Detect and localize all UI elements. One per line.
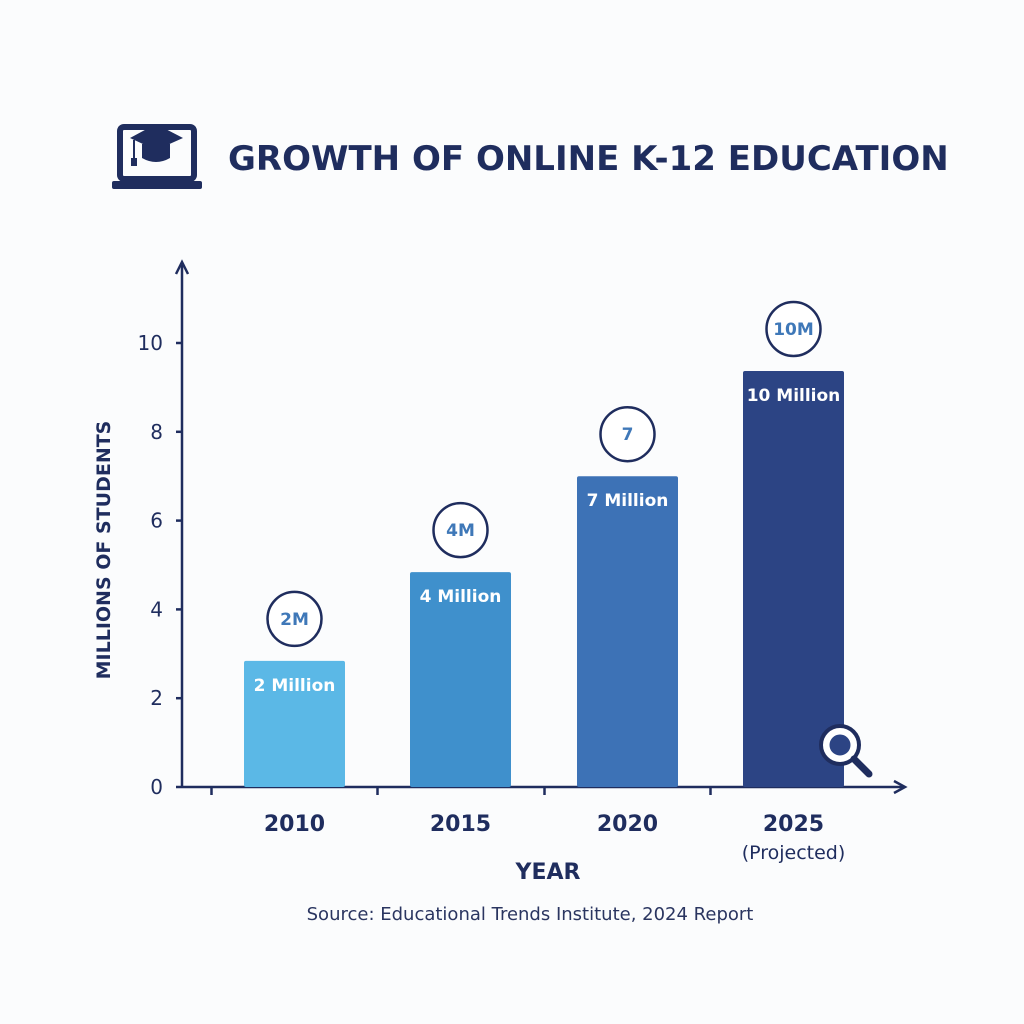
bar-2020 bbox=[577, 476, 678, 787]
bar-data-label: 2 Million bbox=[254, 676, 336, 696]
y-axis-label: MILLIONS OF STUDENTS bbox=[93, 421, 115, 680]
y-tick-label: 6 bbox=[150, 509, 163, 533]
y-tick-label: 8 bbox=[150, 420, 163, 444]
y-axis-arrow bbox=[174, 259, 190, 275]
bar-2025 bbox=[743, 370, 844, 787]
x-tick-label: 2015 bbox=[430, 812, 491, 837]
value-badge-label: 10M bbox=[773, 320, 814, 340]
value-badge-label: 2M bbox=[280, 610, 309, 630]
bar-2015 bbox=[410, 572, 511, 787]
x-tick-label: 2025 bbox=[763, 812, 824, 837]
laptop-graduation-cap-icon bbox=[112, 124, 202, 189]
x-tick-label: 2020 bbox=[597, 812, 658, 837]
x-tick-label: 2010 bbox=[264, 812, 325, 837]
y-tick-label: 0 bbox=[150, 775, 163, 799]
value-badge bbox=[266, 590, 323, 648]
value-badge-label: 4M bbox=[446, 521, 475, 541]
x-tick-sublabel: (Projected) bbox=[742, 842, 846, 864]
bar-data-label: 10 Million bbox=[747, 386, 841, 406]
x-axis-label: YEAR bbox=[515, 860, 581, 885]
value-badge-label: 7 bbox=[622, 425, 634, 445]
magnifier-icon bbox=[819, 724, 873, 778]
bar-2010 bbox=[244, 660, 345, 787]
x-axis-arrow bbox=[893, 779, 908, 795]
y-tick-label: 2 bbox=[150, 686, 163, 710]
chart-title: GROWTH OF ONLINE K-12 EDUCATION bbox=[228, 139, 949, 179]
y-tick-label: 4 bbox=[150, 597, 163, 621]
bar-data-label: 4 Million bbox=[420, 587, 502, 607]
value-badge bbox=[432, 501, 489, 559]
bar-data-label: 7 Million bbox=[587, 491, 669, 511]
value-badge bbox=[599, 405, 656, 463]
y-tick-label: 10 bbox=[138, 331, 163, 355]
value-badge bbox=[765, 300, 822, 358]
source-note: Source: Educational Trends Institute, 20… bbox=[307, 904, 754, 925]
